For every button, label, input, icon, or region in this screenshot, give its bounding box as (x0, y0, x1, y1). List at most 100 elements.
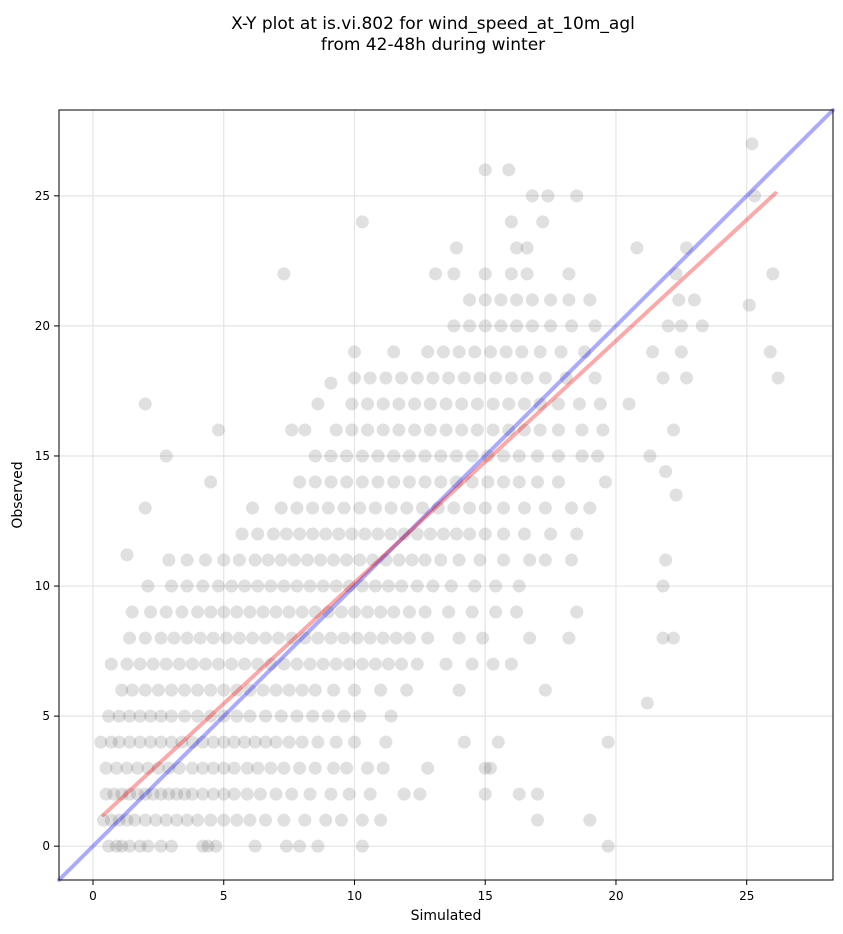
data-point-129 (164, 709, 178, 723)
data-point-379 (434, 449, 448, 463)
data-point-241 (361, 605, 375, 619)
data-point-110 (238, 735, 252, 749)
data-point-5 (141, 839, 155, 853)
data-point-493 (562, 267, 576, 281)
data-point-72 (120, 761, 134, 775)
data-point-216 (402, 631, 416, 645)
data-point-427 (572, 397, 586, 411)
plot-frame (58, 109, 834, 881)
data-point-298 (452, 553, 466, 567)
data-point-68 (512, 787, 526, 801)
data-point-84 (251, 761, 265, 775)
data-point-143 (384, 709, 398, 723)
data-point-363 (481, 475, 495, 489)
data-point-168 (120, 657, 134, 671)
data-point-335 (368, 501, 382, 515)
data-point-252 (164, 579, 178, 593)
data-point-193 (486, 657, 500, 671)
data-point-163 (374, 683, 388, 697)
data-point-147 (138, 683, 152, 697)
data-point-333 (337, 501, 351, 515)
data-point-436 (426, 371, 440, 385)
data-point-164 (400, 683, 414, 697)
data-point-355 (355, 475, 369, 489)
data-point-208 (298, 631, 312, 645)
data-point-112 (259, 735, 273, 749)
data-point-140 (321, 709, 335, 723)
data-point-97 (104, 735, 118, 749)
data-point-449 (347, 345, 361, 359)
data-point-272 (444, 579, 458, 593)
data-point-317 (397, 527, 411, 541)
data-point-254 (196, 579, 210, 593)
data-point-265 (342, 579, 356, 593)
data-point-156 (256, 683, 270, 697)
data-point-4 (133, 839, 147, 853)
data-point-494 (669, 267, 683, 281)
data-point-31 (243, 813, 257, 827)
data-point-509 (502, 163, 516, 177)
data-point-71 (110, 761, 124, 775)
data-point-114 (282, 735, 296, 749)
data-point-28 (204, 813, 218, 827)
data-point-35 (319, 813, 333, 827)
data-point-359 (418, 475, 432, 489)
data-point-49 (162, 787, 176, 801)
data-point-445 (588, 371, 602, 385)
data-point-203 (232, 631, 246, 645)
data-point-214 (376, 631, 390, 645)
data-point-448 (771, 371, 785, 385)
data-point-285 (274, 553, 288, 567)
data-point-30 (230, 813, 244, 827)
data-point-366 (531, 475, 545, 489)
data-point-176 (225, 657, 239, 671)
data-point-446 (656, 371, 670, 385)
data-point-246 (442, 605, 456, 619)
data-point-184 (329, 657, 343, 671)
data-point-185 (342, 657, 356, 671)
data-point-504 (525, 189, 539, 203)
data-point-349 (669, 488, 683, 502)
data-point-455 (483, 345, 497, 359)
data-point-139 (306, 709, 320, 723)
data-point-18 (104, 813, 118, 827)
data-point-495 (766, 267, 780, 281)
data-point-245 (418, 605, 432, 619)
data-point-482 (544, 293, 558, 307)
data-point-81 (217, 761, 231, 775)
data-point-383 (497, 449, 511, 463)
data-point-476 (742, 298, 756, 312)
data-point-441 (504, 371, 518, 385)
data-point-157 (269, 683, 283, 697)
data-point-391 (285, 423, 299, 437)
data-point-339 (431, 501, 445, 515)
data-point-460 (578, 345, 592, 359)
data-point-13 (293, 839, 307, 853)
data-point-400 (439, 423, 453, 437)
data-point-473 (661, 319, 675, 333)
data-point-362 (465, 475, 479, 489)
data-point-67 (478, 787, 492, 801)
x-tick-label-3: 15 (478, 889, 493, 903)
data-point-3 (123, 839, 137, 853)
data-point-19 (112, 813, 126, 827)
data-point-434 (395, 371, 409, 385)
data-point-206 (272, 631, 286, 645)
data-point-279 (180, 553, 194, 567)
data-point-248 (489, 605, 503, 619)
data-point-459 (554, 345, 568, 359)
data-point-378 (418, 449, 432, 463)
data-point-381 (465, 449, 479, 463)
data-point-135 (243, 709, 257, 723)
data-point-465 (463, 319, 477, 333)
data-point-309 (293, 527, 307, 541)
data-point-411 (138, 397, 152, 411)
data-point-292 (366, 553, 380, 567)
data-point-141 (337, 709, 351, 723)
data-point-318 (410, 527, 424, 541)
data-point-169 (133, 657, 147, 671)
data-point-52 (185, 787, 199, 801)
scatter-points (94, 137, 785, 853)
data-point-461 (646, 345, 660, 359)
data-point-70 (99, 761, 113, 775)
